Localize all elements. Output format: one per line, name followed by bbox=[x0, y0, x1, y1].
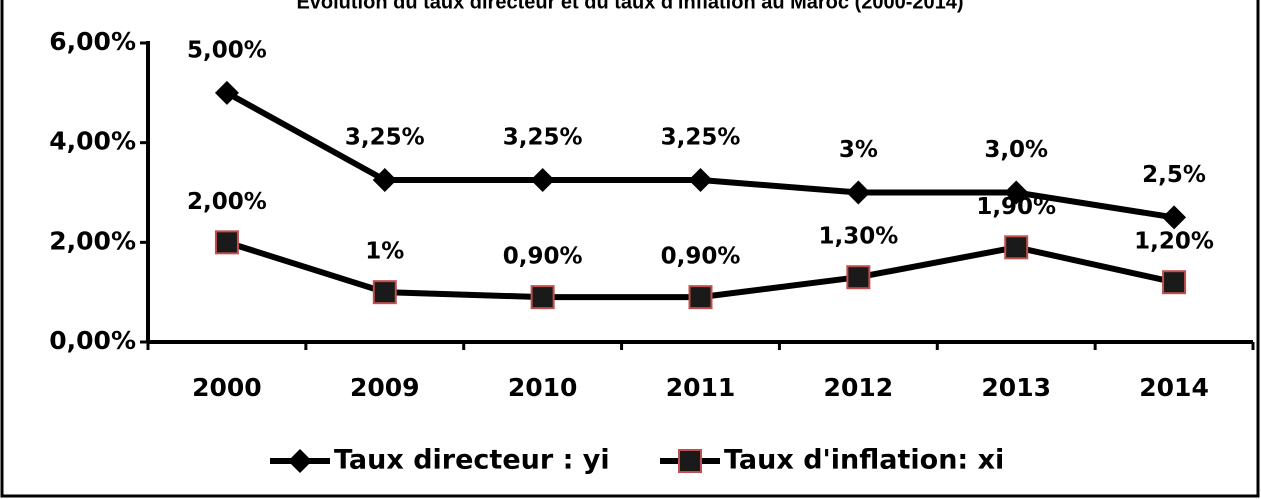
marker bbox=[688, 168, 713, 193]
data-label: 1,20% bbox=[1134, 229, 1214, 255]
y-tick-label: 4,00% bbox=[49, 127, 136, 156]
x-tick-label: 2012 bbox=[824, 373, 894, 402]
marker bbox=[1162, 270, 1187, 295]
x-tick-label: 2011 bbox=[666, 373, 736, 402]
data-label: 1% bbox=[365, 239, 404, 265]
data-label: 1,90% bbox=[976, 194, 1056, 220]
marker bbox=[1004, 235, 1029, 260]
marker bbox=[372, 168, 397, 193]
marker bbox=[372, 280, 397, 305]
data-label: 3,25% bbox=[503, 125, 583, 151]
x-tick-label: 2010 bbox=[508, 373, 578, 402]
marker bbox=[1162, 205, 1187, 230]
y-tick-label: 0,00% bbox=[49, 326, 136, 355]
marker bbox=[530, 168, 555, 193]
data-label: 3% bbox=[839, 137, 878, 163]
marker bbox=[1004, 180, 1029, 205]
legend-label: Taux directeur : yi bbox=[334, 445, 610, 476]
data-label: 1,30% bbox=[818, 224, 898, 250]
marker bbox=[688, 285, 713, 310]
legend-marker bbox=[288, 449, 312, 473]
y-tick-label: 2,00% bbox=[49, 226, 136, 255]
data-label: 2,00% bbox=[187, 189, 267, 215]
marker bbox=[214, 80, 239, 105]
x-tick-label: 2009 bbox=[350, 373, 420, 402]
data-label: 3,0% bbox=[984, 137, 1048, 163]
marker bbox=[846, 180, 871, 205]
data-label: 0,90% bbox=[661, 244, 741, 270]
marker bbox=[530, 285, 555, 310]
data-label: 2,5% bbox=[1142, 162, 1206, 188]
data-label: 0,90% bbox=[503, 244, 583, 270]
data-label: 3,25% bbox=[661, 125, 741, 151]
data-label: 3,25% bbox=[345, 125, 425, 151]
y-tick-label: 6,00% bbox=[49, 27, 136, 56]
data-label: 5,00% bbox=[187, 37, 267, 63]
chart-title: Évolution du taux directeur et du taux d… bbox=[296, 0, 963, 13]
marker bbox=[214, 230, 239, 255]
x-tick-label: 2013 bbox=[981, 373, 1051, 402]
legend-label: Taux d'inflation: xi bbox=[724, 445, 1004, 476]
marker bbox=[846, 265, 871, 290]
x-tick-label: 2014 bbox=[1139, 373, 1209, 402]
x-tick-label: 2000 bbox=[192, 373, 262, 402]
legend-marker bbox=[678, 449, 702, 473]
